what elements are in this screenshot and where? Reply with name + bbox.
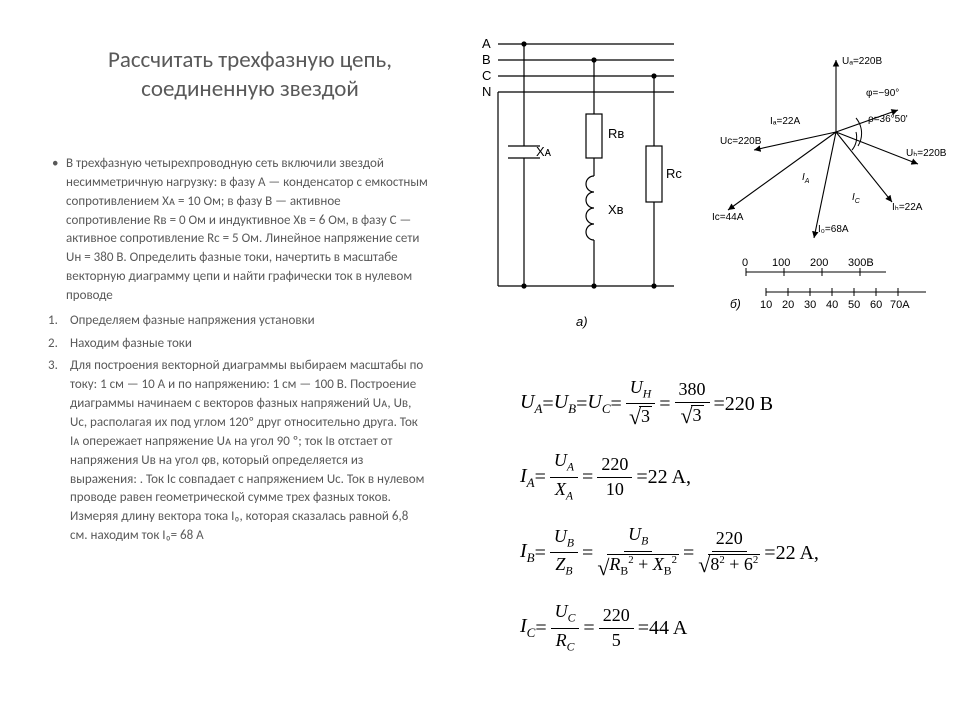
ascale-2: 30 bbox=[804, 299, 816, 311]
label-rc: Rс bbox=[666, 166, 682, 181]
ascale-4: 50 bbox=[848, 299, 860, 311]
text-column: В трехфазную четырехпроводную сеть включ… bbox=[48, 155, 428, 550]
formula-ia: IA = UAXA = 22010 = 22 A, bbox=[520, 451, 940, 503]
ascale-5: 60 bbox=[870, 299, 882, 311]
label-ua: Uₐ=220B bbox=[842, 56, 882, 67]
formula-ic: IC = UCRC = 2205 = 44 A bbox=[520, 602, 940, 654]
caption-b: б) bbox=[730, 297, 741, 311]
caption-a: а) bbox=[576, 314, 588, 329]
vscale-1: 100 bbox=[772, 257, 790, 269]
vscale-3: 300B bbox=[848, 257, 874, 269]
step-2-text: Находим фазные токи bbox=[70, 336, 192, 351]
label-c: C bbox=[482, 68, 491, 83]
formula-voltage: UA = UB = UC = UH√3 = 380√3 = 220 B bbox=[520, 378, 940, 429]
vscale-0: 0 bbox=[742, 257, 748, 269]
label-b: B bbox=[482, 52, 491, 67]
label-i0: I₀=68A bbox=[818, 224, 849, 235]
label-phi: φ=−90° bbox=[866, 88, 899, 99]
step-3-text: Для построения векторной диаграммы выбир… bbox=[70, 358, 424, 543]
ascale-1: 20 bbox=[782, 299, 794, 311]
label-n: N bbox=[482, 84, 491, 99]
label-xb: Xв bbox=[608, 202, 624, 217]
label-rb: Rв bbox=[608, 126, 624, 141]
vscale-2: 200 bbox=[810, 257, 828, 269]
formula-ib: IB = UBZB = UB √RB2 + XB2 = 220 √82 + 62… bbox=[520, 525, 940, 580]
circuit-diagram: A B C N Xᴀ Rв Xв Rс а) bbox=[444, 26, 704, 336]
step-1-text: Определяем фазные напряжения установки bbox=[70, 313, 315, 328]
step-3: 3.Для построения векторной диаграммы выб… bbox=[48, 357, 428, 545]
svg-text:IA: IA bbox=[802, 172, 810, 185]
label-a: A bbox=[482, 36, 491, 51]
label-ia: Iₐ=22A bbox=[770, 116, 800, 127]
label-uc: Uс=220B bbox=[720, 136, 762, 147]
step-1: 1.Определяем фазные напряжения установки bbox=[48, 312, 428, 331]
label-ub: Uₕ=220B bbox=[906, 148, 947, 159]
page-title: Рассчитать трехфазную цепь, соединенную … bbox=[80, 46, 420, 104]
label-ib: Iₕ=22A bbox=[892, 202, 923, 213]
formula-block: UA = UB = UC = UH√3 = 380√3 = 220 B IA =… bbox=[520, 378, 940, 676]
phasor-diagram: Uₐ=220B Uₕ=220B Uс=220B Iₐ=22A Iₕ=22A Iс… bbox=[706, 52, 956, 342]
problem-statement: В трехфазную четырехпроводную сеть включ… bbox=[48, 155, 428, 306]
label-ic: Iс=44A bbox=[712, 212, 744, 223]
label-xa: Xᴀ bbox=[536, 144, 552, 159]
step-2: 2.Находим фазные токи bbox=[48, 335, 428, 354]
ascale-0: 10 bbox=[760, 299, 772, 311]
label-rho: ρ=36°50' bbox=[868, 114, 908, 125]
ascale-3: 40 bbox=[826, 299, 838, 311]
ascale-6: 70A bbox=[890, 299, 910, 311]
svg-text:IC: IC bbox=[852, 192, 861, 205]
